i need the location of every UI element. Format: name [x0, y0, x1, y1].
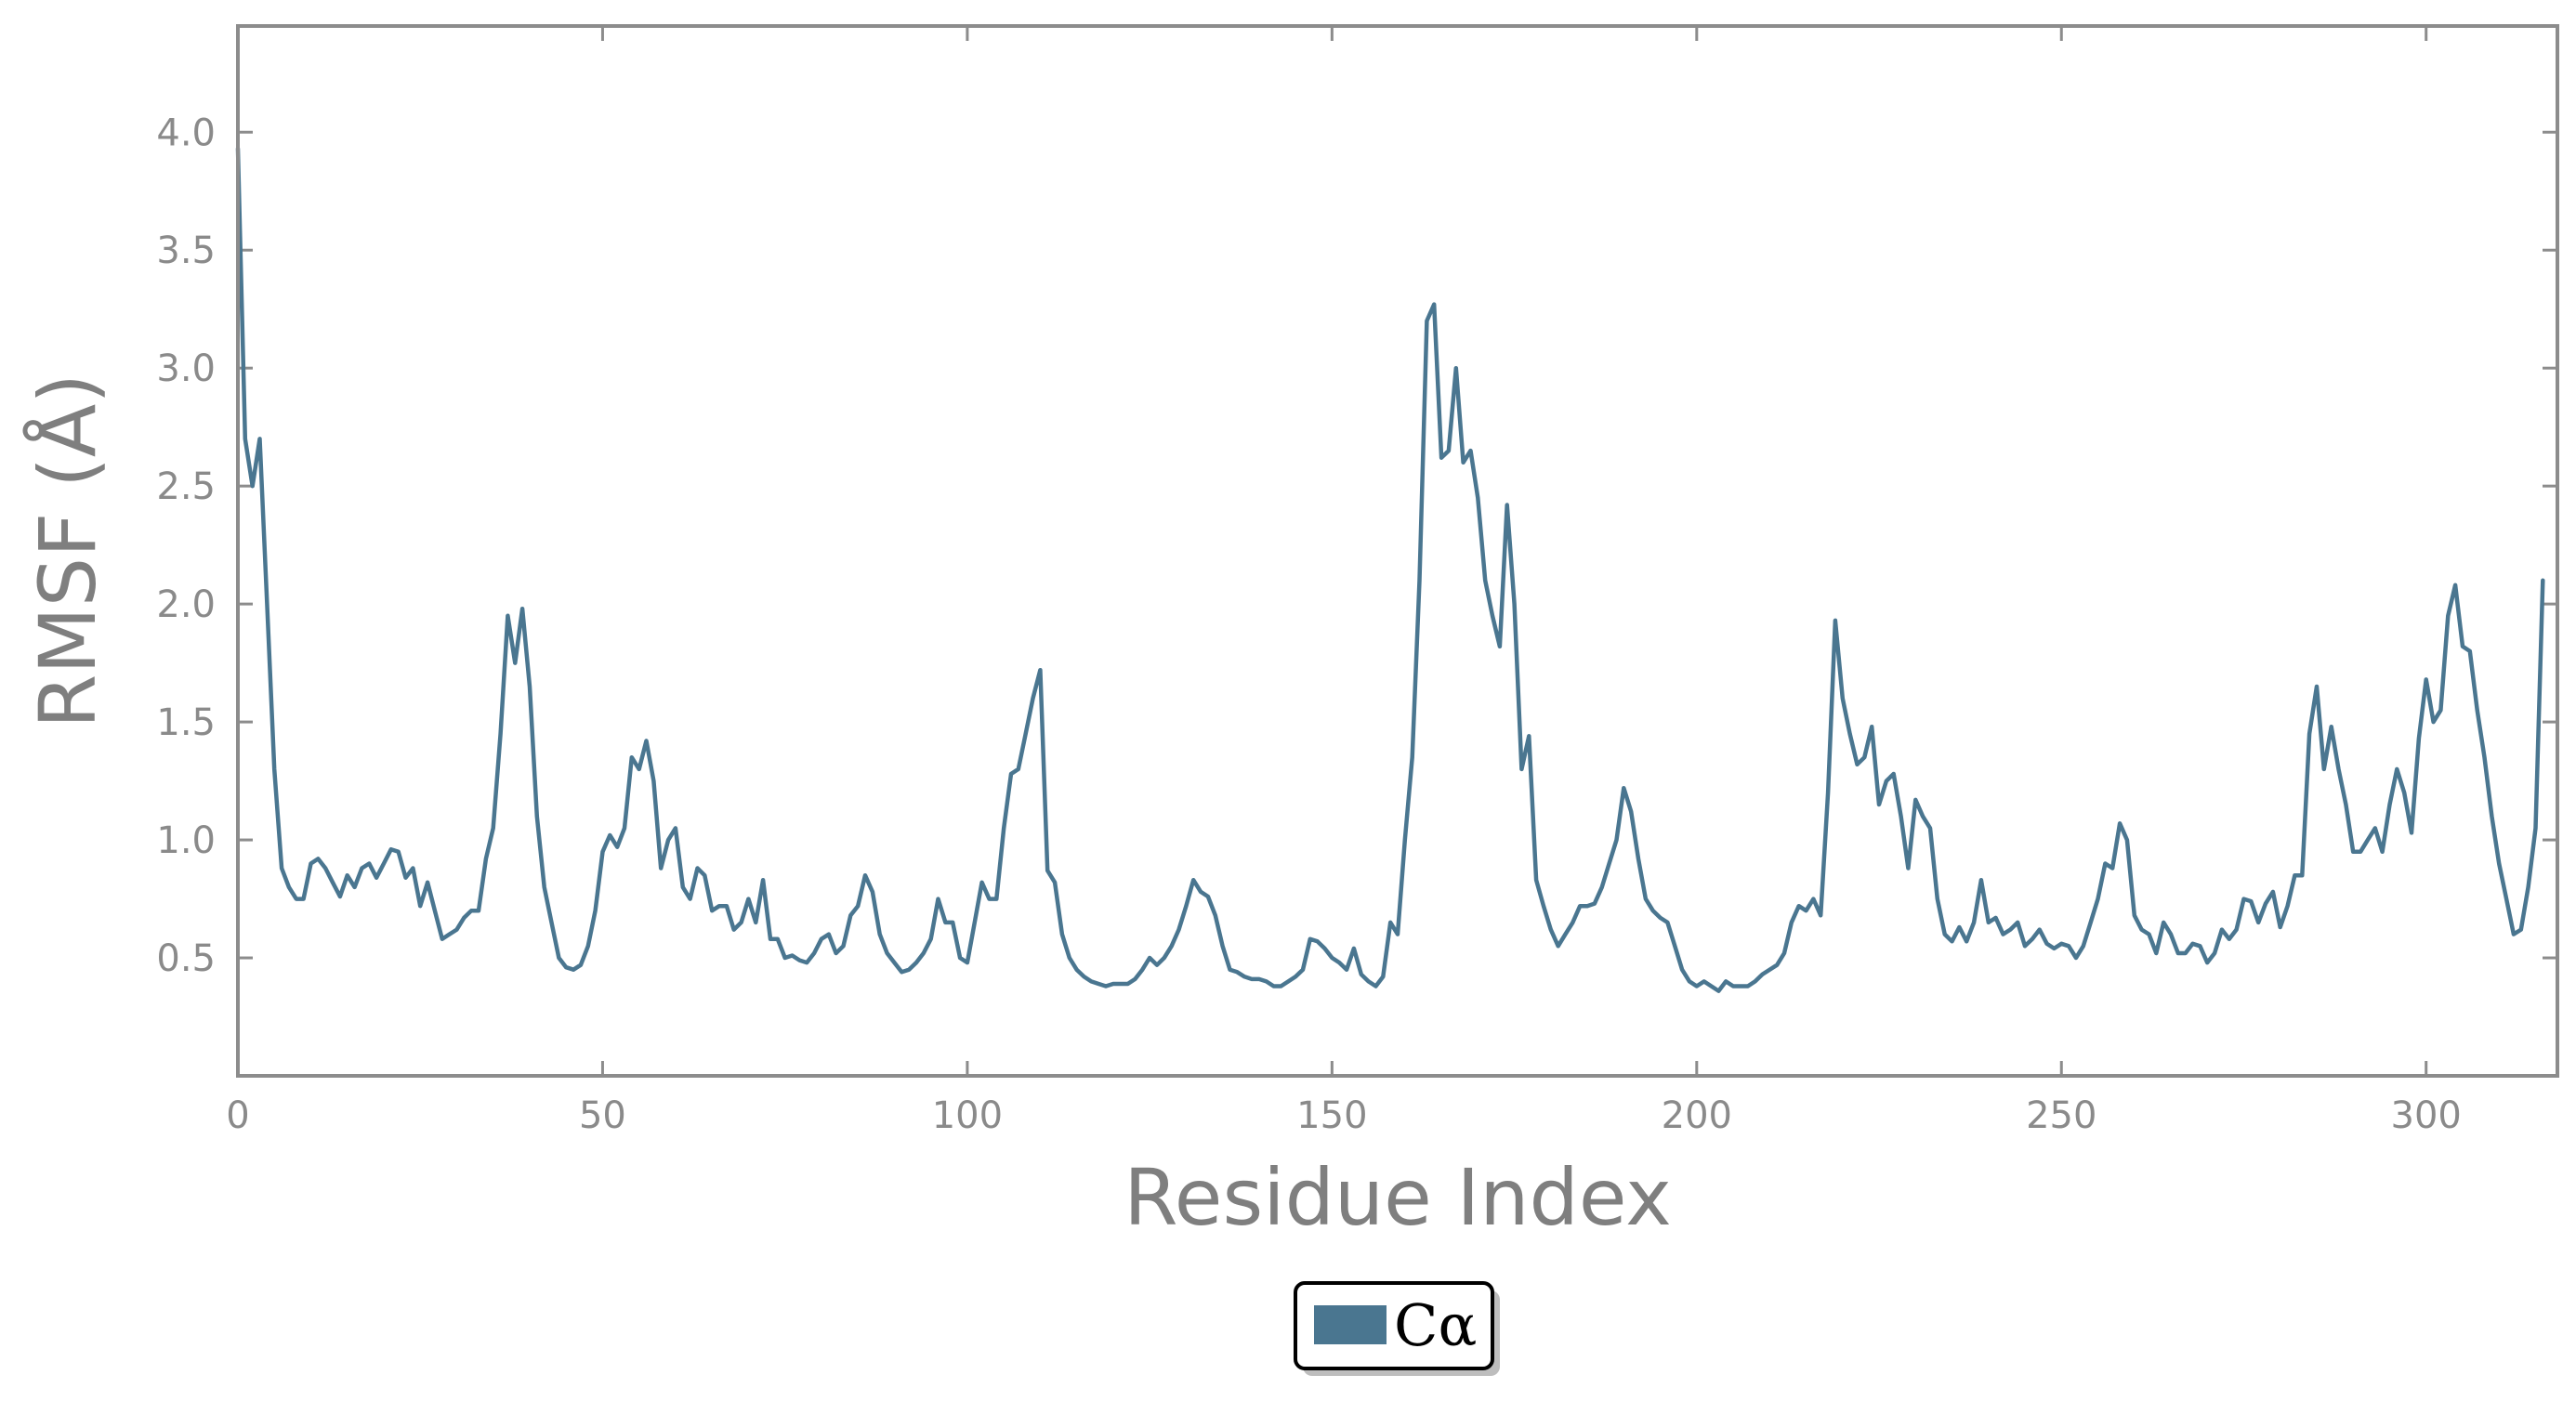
plot-frame	[236, 24, 2559, 1078]
y-tick-label: 3.0	[156, 347, 216, 390]
y-tick-label: 0.5	[156, 937, 216, 980]
y-tick-label: 1.0	[156, 819, 216, 862]
x-tick-label: 50	[579, 1094, 626, 1137]
x-tick-label: 300	[2391, 1094, 2462, 1137]
x-tick-label: 100	[932, 1094, 1003, 1137]
y-tick-label: 1.5	[156, 701, 216, 744]
y-tick-label: 2.0	[156, 583, 216, 626]
legend-label-calpha: Cα	[1394, 1291, 1477, 1359]
x-tick-label: 150	[1296, 1094, 1367, 1137]
y-tick-label: 4.0	[156, 111, 216, 154]
x-tick-label: 250	[2026, 1094, 2096, 1137]
legend-box	[1294, 1281, 1494, 1370]
x-tick-label: 0	[226, 1094, 249, 1137]
y-tick-label: 3.5	[156, 229, 216, 272]
y-axis-title: RMSF (Å)	[21, 373, 113, 728]
series-line-calpha	[235, 146, 2545, 993]
x-axis-title: Residue Index	[1124, 1152, 1672, 1243]
tick-labels: 0 50 100 150 200 250 300 0.5 1.0 1.5 2.0 2.5 3.0 3.5 4…	[156, 111, 2462, 1137]
legend: Cα	[1294, 1281, 1500, 1376]
legend-swatch-calpha	[1314, 1305, 1387, 1344]
x-tick-label: 200	[1662, 1094, 1732, 1137]
y-tick-label: 2.5	[156, 465, 216, 508]
